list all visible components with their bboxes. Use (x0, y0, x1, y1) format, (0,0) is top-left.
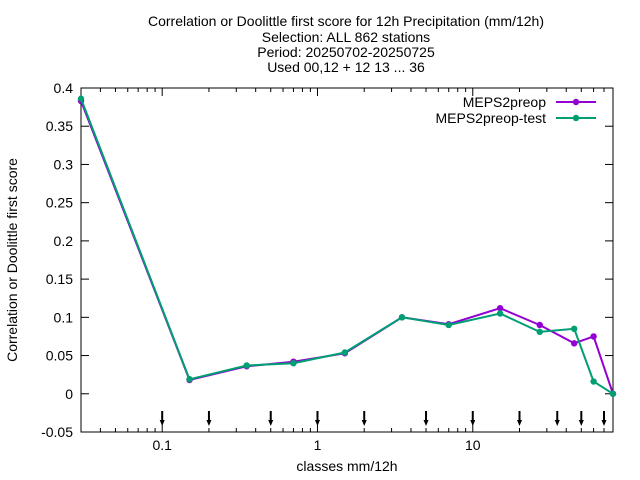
threshold-arrows (159, 411, 607, 426)
data-point (590, 333, 597, 340)
threshold-arrow (361, 411, 367, 426)
title-line-3: Period: 20250702-20250725 (257, 44, 435, 60)
data-point (570, 340, 578, 347)
threshold-arrow (314, 411, 320, 426)
data-point (496, 304, 504, 312)
threshold-arrow-head (470, 420, 476, 426)
threshold-arrow (423, 411, 429, 426)
threshold-arrow (206, 411, 212, 426)
data-point (590, 378, 597, 385)
y-tick-label: 0.35 (46, 118, 73, 134)
data-point (536, 321, 543, 329)
data-point (341, 349, 349, 356)
y-tick-label: 0 (65, 386, 73, 402)
y-tick-label: 0.3 (54, 156, 74, 172)
data-point (536, 328, 543, 336)
threshold-arrow-head (578, 420, 584, 426)
data-point (77, 95, 85, 102)
x-tick-label: 0.1 (152, 437, 172, 453)
threshold-arrow (159, 411, 165, 426)
legend-marker (572, 114, 580, 122)
series-line (80, 98, 614, 395)
y-tick-label: 0.05 (46, 348, 73, 364)
y-tick-label: 0.1 (54, 309, 74, 325)
title-line-2: Selection: ALL 862 stations (262, 29, 430, 45)
data-point (609, 390, 617, 397)
legend-label: MEPS2preop-test (436, 110, 547, 126)
y-tick-label: 0.2 (54, 233, 74, 249)
y-tick-label: 0.25 (46, 195, 73, 211)
threshold-arrow (554, 411, 560, 426)
threshold-arrow (268, 411, 274, 426)
threshold-arrow (578, 411, 584, 426)
legend-entry: MEPS2preop (463, 94, 596, 110)
data-point (243, 362, 250, 369)
y-tick-label: 0.15 (46, 271, 73, 287)
threshold-arrow-head (361, 420, 367, 426)
threshold-arrow-head (517, 420, 523, 426)
x-axis: 0.1 1 10 (80, 88, 614, 453)
x-axis-label: classes mm/12h (296, 458, 397, 474)
threshold-arrow-head (159, 420, 165, 426)
data-point (496, 310, 504, 317)
x-tick-label: 10 (465, 437, 481, 453)
threshold-arrow-head (206, 420, 212, 426)
legend-label: MEPS2preop (463, 94, 546, 110)
data-point (445, 321, 452, 329)
legend-marker (572, 98, 580, 106)
threshold-arrow (517, 411, 523, 426)
title-line-4: Used 00,12 + 12 13 ... 36 (267, 59, 425, 75)
x-tick-label: 1 (314, 437, 322, 453)
threshold-arrow-head (423, 420, 429, 426)
threshold-arrow-head (314, 420, 320, 426)
data-point (570, 325, 578, 332)
plot-frame (80, 87, 614, 433)
y-axis: -0.05 0 0.05 0.1 0.15 0.2 0.25 0.3 0.35 0.4 (41, 80, 613, 440)
series-layer (77, 95, 617, 397)
title-line-1: Correlation or Doolittle first score for… (148, 13, 544, 29)
series-2 (77, 95, 617, 397)
threshold-arrow (601, 411, 607, 426)
y-tick-label: -0.05 (41, 424, 73, 440)
threshold-arrow-head (268, 420, 274, 426)
series-line (80, 100, 614, 395)
threshold-arrow-head (601, 420, 607, 426)
data-point (398, 314, 406, 321)
data-point (186, 376, 193, 383)
chart-title: Correlation or Doolittle first score for… (148, 13, 544, 75)
threshold-arrow (470, 411, 476, 426)
legend-entry: MEPS2preop-test (436, 110, 596, 126)
threshold-arrow-head (554, 420, 560, 426)
y-tick-label: 0.4 (54, 80, 74, 96)
y-axis-label: Correlation or Doolittle first score (4, 158, 20, 362)
data-point (290, 360, 297, 367)
